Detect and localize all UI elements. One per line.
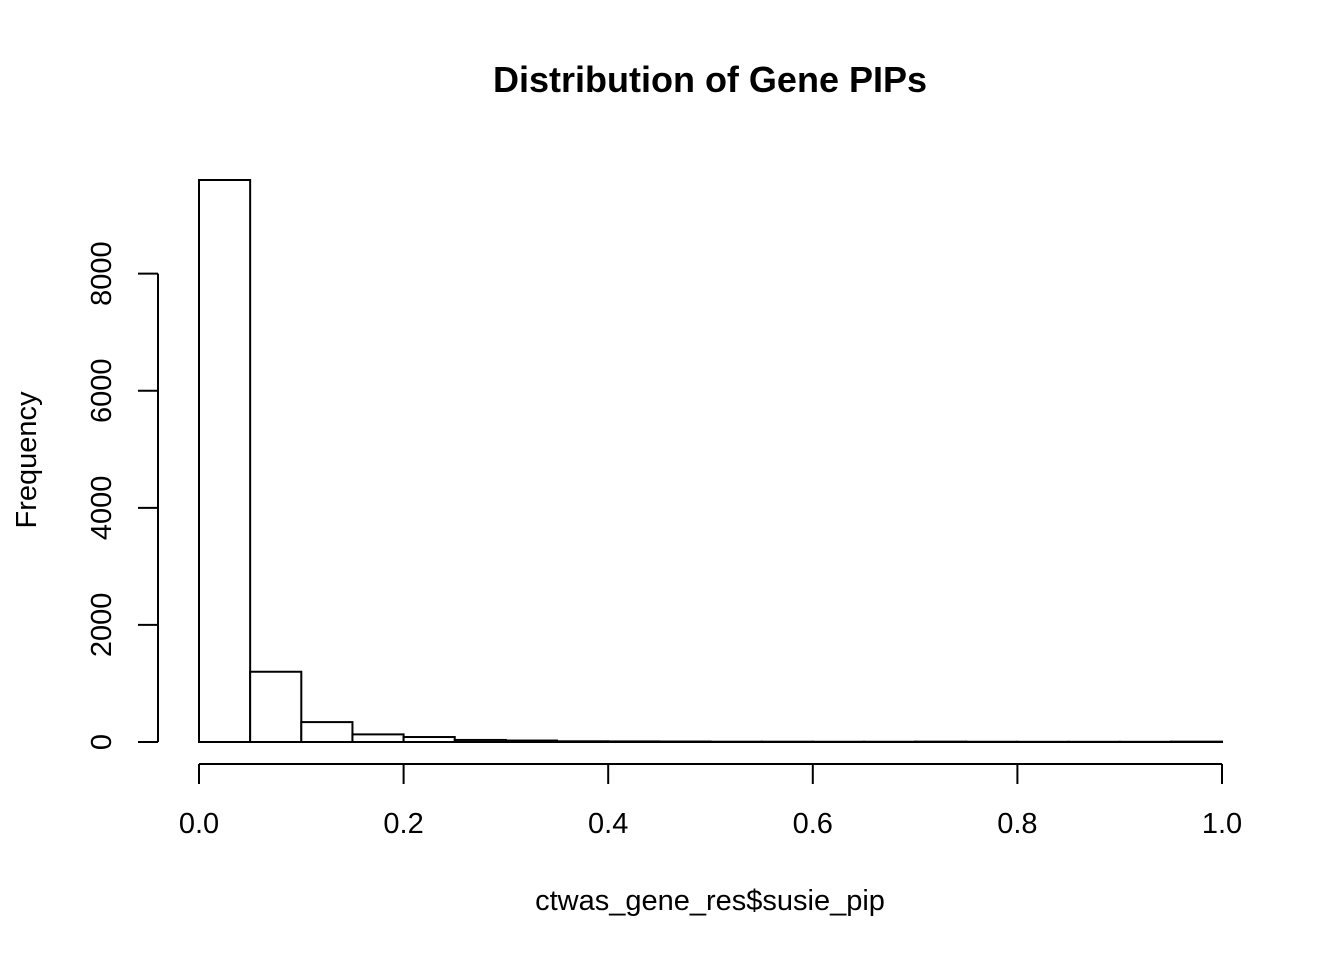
y-tick-label: 8000 bbox=[86, 241, 118, 306]
histogram-bar-7 bbox=[556, 740, 610, 743]
x-tick-label: 1.0 bbox=[1202, 808, 1242, 840]
histogram-bar-5 bbox=[453, 738, 507, 744]
histogram-bar-1 bbox=[249, 670, 303, 743]
chart-title: Distribution of Gene PIPs bbox=[493, 59, 927, 100]
y-tick-label: 0 bbox=[86, 734, 118, 750]
x-tick-label: 0.8 bbox=[997, 808, 1037, 840]
histogram-bar-6 bbox=[504, 739, 559, 743]
histogram-bar-0 bbox=[198, 179, 252, 743]
histogram-bar-3 bbox=[351, 733, 405, 744]
x-tick-label: 0.2 bbox=[383, 808, 423, 840]
x-tick-label: 0.4 bbox=[588, 808, 628, 840]
x-tick-label: 0.0 bbox=[179, 808, 219, 840]
y-tick-label: 6000 bbox=[86, 358, 118, 423]
y-tick-label: 2000 bbox=[86, 593, 118, 658]
x-axis-label: ctwas_gene_res$susie_pip bbox=[535, 885, 885, 917]
histogram-bar-2 bbox=[300, 721, 354, 743]
x-axis: 0.0 0.2 0.4 0.6 0.8 1.0 bbox=[179, 763, 1242, 840]
y-axis-label: Frequency bbox=[11, 391, 43, 529]
histogram-bar-4 bbox=[402, 736, 456, 744]
x-tick-label: 0.6 bbox=[793, 808, 833, 840]
y-tick-label: 4000 bbox=[86, 476, 118, 541]
y-axis: 0 2000 4000 6000 8000 bbox=[86, 241, 159, 750]
histogram-bar-8 bbox=[607, 740, 661, 744]
histogram-bars bbox=[198, 179, 1223, 744]
